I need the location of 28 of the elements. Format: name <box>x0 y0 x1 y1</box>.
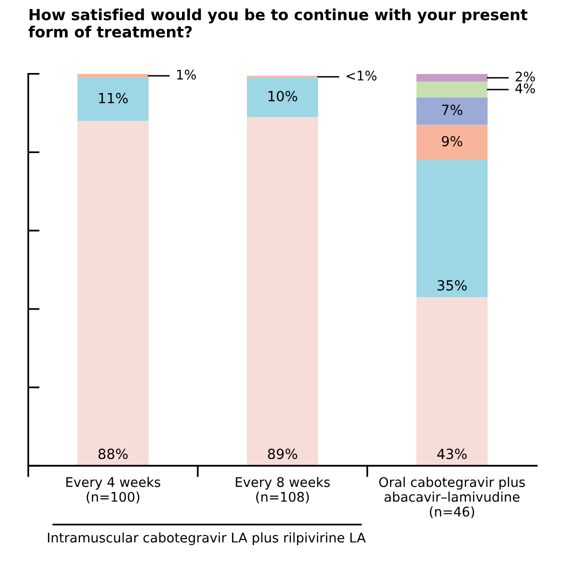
bar <box>416 160 488 298</box>
data-label: 9% <box>442 136 462 146</box>
bar <box>77 74 149 78</box>
bar <box>77 78 149 121</box>
bar <box>246 116 318 466</box>
data-label: 89% <box>268 448 298 460</box>
bar <box>246 78 318 117</box>
bar <box>416 97 488 125</box>
bar <box>416 124 488 160</box>
data-label: 2% <box>516 72 535 82</box>
x-tick-label: Oral cabotegravir plus abacavir–lamivudine (n=46) <box>379 476 525 518</box>
data-label: 88% <box>98 448 128 460</box>
data-label: 35% <box>438 280 467 291</box>
data-label: 7% <box>442 104 462 116</box>
bar <box>416 82 488 98</box>
data-label: 43% <box>437 448 467 460</box>
bar <box>416 74 488 82</box>
text: Intramuscular cabotegravir LA plus rilpivirine LA <box>48 532 366 546</box>
bar <box>416 297 488 466</box>
data-label: 11% <box>99 92 128 104</box>
x-tick-label: Every 4 weeks (n=100) <box>66 476 160 504</box>
data-label: 10% <box>268 90 298 102</box>
bar <box>77 120 149 466</box>
data-label: 4% <box>515 83 535 94</box>
data-label: <1% <box>346 70 376 81</box>
data-label: 1% <box>177 70 196 80</box>
x-tick-label: Every 8 weeks (n=108) <box>236 476 330 504</box>
chart-title: How satisfied would you be to continue with your present form of treatment? <box>28 8 528 38</box>
